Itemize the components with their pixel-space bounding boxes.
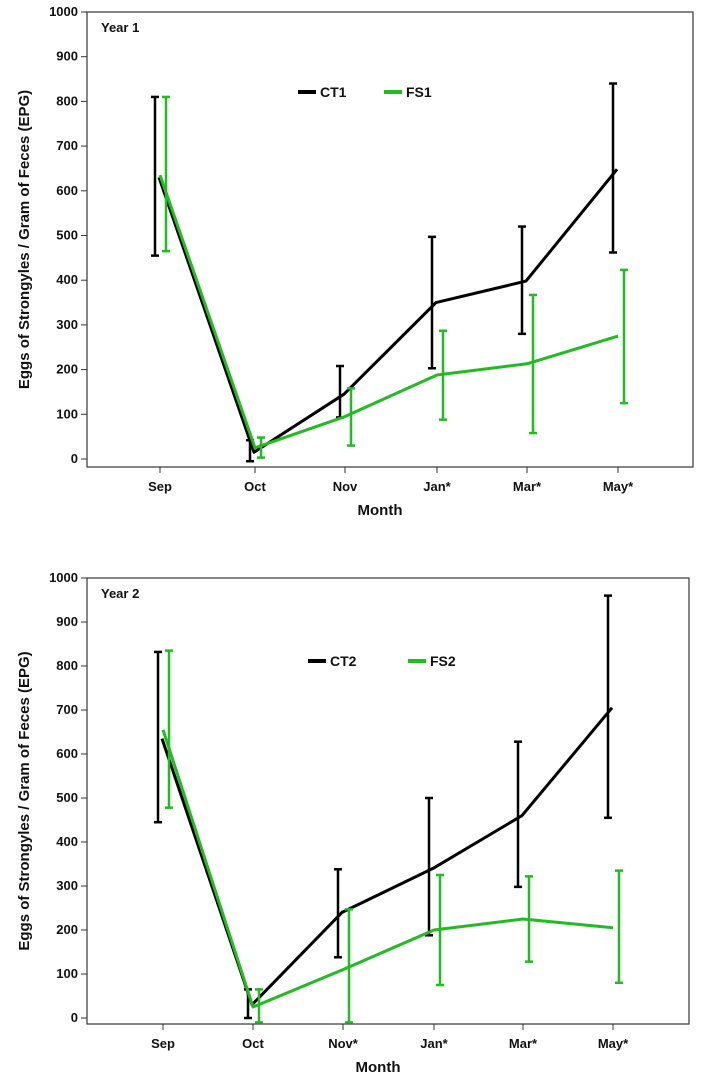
- y-tick-label: 200: [56, 922, 78, 937]
- y-tick-label: 800: [56, 658, 78, 673]
- x-tick-label: Mar*: [513, 479, 542, 494]
- chart-year-1: 0 100 200 300 400 500 600 700 800 900 1000 Sep Oct No…: [16, 4, 694, 519]
- legend-label: FS1: [406, 84, 432, 100]
- y-tick-label: 300: [56, 317, 78, 332]
- panel-label: Year 1: [101, 20, 139, 35]
- y-axis-title: Eggs of Strongyles / Gram of Feces (EPG): [16, 651, 33, 950]
- y-tick-label: 600: [56, 183, 78, 198]
- panel-label: Year 2: [101, 586, 139, 601]
- y-tick-label: 200: [56, 362, 78, 377]
- y-tick-label: 900: [56, 614, 78, 629]
- x-tick-label: May*: [598, 1036, 629, 1051]
- x-tick-label: Jan*: [423, 479, 451, 494]
- x-tick-label: Nov*: [328, 1036, 359, 1051]
- x-tick-label: Jan*: [420, 1036, 448, 1051]
- y-tick-label: 900: [56, 49, 78, 64]
- x-tick-label: Oct: [244, 479, 266, 494]
- y-tick-label: 500: [56, 228, 78, 243]
- y-axis-title: Eggs of Strongyles / Gram of Feces (EPG): [16, 90, 33, 389]
- legend-label: FS2: [430, 653, 456, 669]
- y-tick-label: 100: [56, 406, 78, 421]
- plot-frame: [86, 11, 694, 468]
- y-tick-label: 100: [56, 966, 78, 981]
- y-tick-label: 800: [56, 93, 78, 108]
- y-tick-label: 700: [56, 702, 78, 717]
- y-tick-label: 0: [71, 451, 78, 466]
- chart-year-2: 0 100 200 300 400 500 600 700 800 900 1000 Sep Oct No…: [16, 570, 690, 1076]
- y-tick-label: 0: [71, 1010, 78, 1025]
- x-tick-label: Sep: [148, 479, 172, 494]
- x-tick-label: Sep: [151, 1036, 175, 1051]
- plot-frame: [86, 577, 690, 1025]
- y-tick-label: 300: [56, 878, 78, 893]
- x-tick-label: May*: [603, 479, 634, 494]
- x-axis-title: Month: [358, 502, 403, 519]
- x-axis-title: Month: [356, 1059, 401, 1076]
- y-tick-label: 500: [56, 790, 78, 805]
- series-line-fs1: [158, 174, 619, 450]
- series-line-fs2: [161, 729, 614, 1009]
- y-tick-label: 1000: [49, 570, 78, 585]
- y-tick-label: 600: [56, 746, 78, 761]
- y-tick-label: 1000: [49, 4, 78, 19]
- series-line-ct1: [157, 168, 619, 454]
- x-tick-label: Oct: [242, 1036, 264, 1051]
- y-tick-label: 700: [56, 138, 78, 153]
- y-tick-label: 400: [56, 834, 78, 849]
- y-tick-label: 400: [56, 272, 78, 287]
- x-tick-label: Nov: [333, 479, 358, 494]
- x-tick-label: Mar*: [509, 1036, 538, 1051]
- series-line-ct2: [160, 706, 614, 1007]
- legend-label: CT1: [320, 84, 347, 100]
- legend-label: CT2: [330, 653, 357, 669]
